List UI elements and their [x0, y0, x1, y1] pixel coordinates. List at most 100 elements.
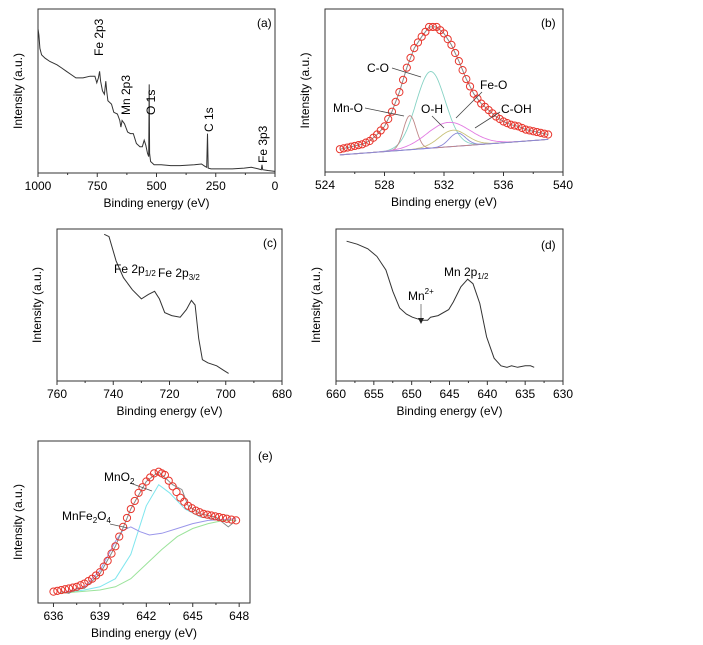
- data-point: [119, 522, 128, 531]
- panel-b: (b) C-O Mn-O Fe-O O-H C-OH 524 528 532 536 5…: [298, 8, 573, 209]
- component-fe-o: [339, 121, 549, 156]
- data-point: [76, 581, 85, 590]
- x-tick-label: 655: [364, 387, 384, 401]
- data-point: [529, 127, 538, 136]
- x-tick-label: 636: [43, 609, 63, 623]
- arrow-fe-o: [455, 91, 483, 119]
- data-point: [398, 75, 408, 85]
- x-tick-label: 528: [374, 178, 394, 192]
- series-line: [61, 519, 237, 594]
- data-point: [72, 582, 81, 591]
- data-point: [149, 469, 159, 478]
- annotation-mnfe2o4: MnFe2O4: [62, 509, 111, 525]
- panel-c: (c) Fe 2p1/2 Fe 2p3/2 760 740 720 700 680 Bin…: [30, 228, 292, 418]
- x-tick-label: 750: [87, 179, 107, 193]
- plot-area: [335, 22, 553, 156]
- x-tick-label: 639: [90, 609, 110, 623]
- data-point: [168, 482, 177, 491]
- data-point: [60, 585, 70, 594]
- x-tick-label: 500: [146, 179, 166, 193]
- data-point: [406, 53, 415, 63]
- y-axis-label: Intensity (a.u.): [309, 267, 323, 343]
- data-point: [503, 119, 512, 128]
- x-tick-label: 640: [477, 387, 497, 401]
- data-point: [391, 97, 400, 107]
- data-point: [439, 29, 449, 38]
- annotation-mn-o: Mn-O: [333, 101, 363, 115]
- panel-label: (a): [257, 16, 272, 30]
- annotation-c-o: C-O: [367, 61, 389, 75]
- annotation-fe-3p3: Fe 3p3: [256, 125, 270, 163]
- x-tick-label: 630: [553, 387, 573, 401]
- data-point: [111, 542, 120, 551]
- data-point: [447, 40, 456, 49]
- data-point: [462, 74, 471, 84]
- x-tick-label: 645: [183, 609, 203, 623]
- plot-area: [103, 233, 229, 374]
- annotation-o-1s: O 1s: [144, 90, 158, 115]
- panel-label: (e): [258, 449, 273, 463]
- panel-label: (b): [541, 16, 556, 30]
- data-point: [164, 476, 173, 485]
- axes-frame: [37, 440, 251, 604]
- data-point: [514, 122, 523, 131]
- data-point: [451, 48, 460, 58]
- x-axis-label: Binding energy (eV): [103, 196, 209, 210]
- data-point: [231, 516, 241, 525]
- fit-envelope: [339, 26, 549, 150]
- data-point: [387, 107, 397, 116]
- data-point: [134, 488, 143, 497]
- panel-label: (d): [541, 238, 556, 252]
- axes-frame: [335, 228, 564, 382]
- arrow-mno2: [129, 482, 153, 492]
- data-point: [222, 514, 231, 523]
- y-axis-label: Intensity (a.u.): [298, 52, 312, 128]
- data-point: [335, 145, 344, 154]
- x-axis-label: Binding energy (eV): [116, 404, 222, 418]
- x-tick-label: 740: [103, 387, 123, 401]
- annotation-mn2plus: Mn2+: [408, 287, 434, 303]
- panel-e: (e) MnO2 MnFe2O4 636 639 642 645 648 Binding …: [11, 440, 273, 640]
- data-point: [95, 568, 104, 577]
- axes-frame: [56, 228, 283, 382]
- data-point: [536, 128, 545, 137]
- data-point: [384, 114, 393, 124]
- data-point: [443, 35, 452, 44]
- x-tick-label: 642: [136, 609, 156, 623]
- data-point: [199, 509, 208, 519]
- annotation-fe-2p1-2: Fe 2p1/2: [114, 262, 156, 278]
- component-o-h: [339, 129, 549, 156]
- x-tick-label: 0: [272, 179, 279, 193]
- data-point: [510, 121, 519, 130]
- annotation-fe-2p3-2: Fe 2p3/2: [158, 266, 200, 282]
- y-axis-label: Intensity (a.u.): [11, 53, 25, 129]
- arrow-mn-o: [364, 107, 405, 117]
- data-point: [203, 510, 212, 519]
- arrowhead-mn2plus: [418, 318, 424, 324]
- data-point: [395, 88, 404, 97]
- data-point: [227, 515, 236, 524]
- data-point: [402, 63, 411, 72]
- x-tick-label: 532: [434, 178, 454, 192]
- data-point: [540, 129, 549, 138]
- data-point: [361, 138, 371, 147]
- x-tick-label: 648: [229, 609, 249, 623]
- data-point: [107, 549, 116, 558]
- x-tick-label: 250: [206, 179, 226, 193]
- annotation-c-1s: C 1s: [202, 107, 216, 132]
- data-point: [454, 57, 463, 66]
- data-point: [506, 120, 516, 129]
- series-line: [103, 233, 229, 374]
- data-point: [350, 141, 359, 151]
- x-tick-label: 540: [553, 178, 573, 192]
- data-point: [214, 513, 224, 522]
- data-point: [146, 473, 155, 482]
- series-mnfe2o4: [61, 518, 237, 594]
- data-point: [346, 142, 356, 151]
- data-point: [172, 487, 181, 497]
- data-point: [103, 556, 112, 565]
- data-point: [532, 127, 542, 137]
- data-point: [126, 504, 135, 514]
- annotation-mn-2p1-2: Mn 2p1/2: [444, 265, 489, 281]
- x-tick-label: 536: [493, 178, 513, 192]
